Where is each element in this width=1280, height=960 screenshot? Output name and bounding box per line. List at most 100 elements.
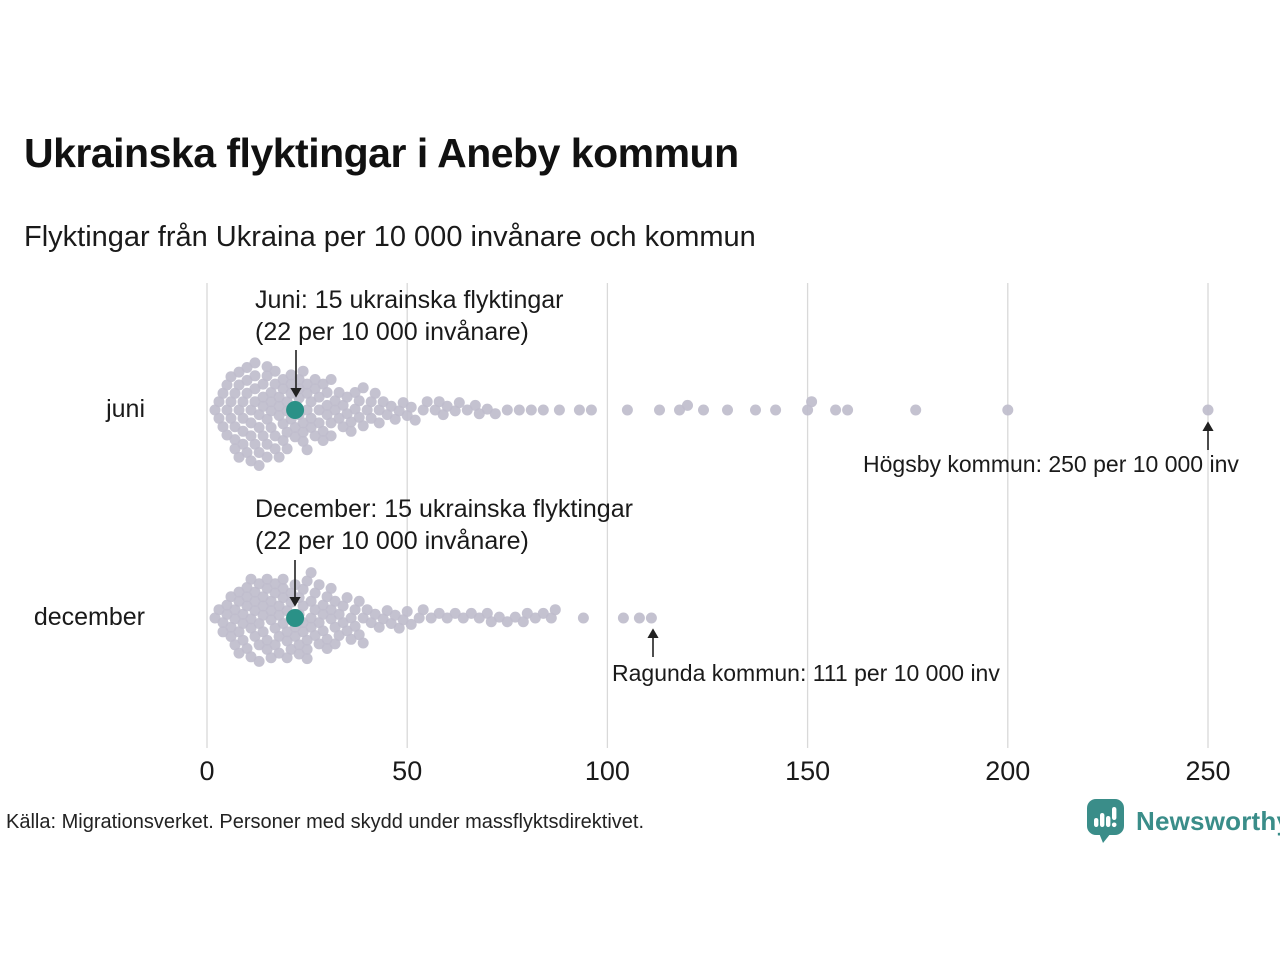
municipality-dot: [281, 443, 293, 455]
municipality-dot: [221, 429, 233, 441]
municipality-dot: [453, 397, 465, 409]
municipality-dot: [281, 426, 293, 438]
municipality-dot: [645, 612, 657, 624]
municipality-dot: [241, 643, 253, 654]
municipality-dot: [229, 387, 241, 399]
municipality-dot: [313, 404, 325, 416]
newsworthy-icon: [1087, 799, 1124, 843]
municipality-dot: [209, 404, 221, 416]
municipality-dot: [301, 634, 313, 646]
municipality-dot: [417, 604, 429, 616]
municipality-dot: [253, 578, 265, 590]
beeswarm-row-december: [209, 567, 657, 667]
municipality-dot: [750, 404, 761, 416]
municipality-dot: [337, 600, 349, 612]
municipality-dot: [333, 387, 345, 398]
municipality-dot: [257, 609, 269, 621]
municipality-dot: [257, 626, 269, 638]
municipality-dot: [241, 374, 253, 386]
highlight-dots: [286, 401, 305, 627]
municipality-dot: [285, 643, 297, 655]
municipality-dot: [217, 421, 229, 433]
municipality-dot: [277, 592, 289, 604]
municipality-dot: [305, 612, 317, 624]
municipality-dot: [457, 612, 469, 624]
municipality-dot: [357, 420, 369, 432]
municipality-dot: [233, 595, 245, 607]
municipality-dot: [553, 404, 565, 416]
x-tick-label: 200: [985, 756, 1030, 786]
municipality-dot: [345, 633, 357, 645]
municipality-dot: [481, 403, 493, 415]
municipality-dot: [221, 379, 233, 391]
municipality-dot: [233, 647, 245, 659]
municipality-dot: [261, 361, 273, 373]
municipality-dot: [353, 629, 365, 641]
municipality-dot: [249, 438, 261, 450]
municipality-dot: [333, 630, 345, 641]
municipality-dot: [305, 567, 317, 579]
municipality-dot: [261, 643, 273, 655]
municipality-dot: [233, 379, 245, 391]
municipality-dot: [241, 582, 253, 593]
municipality-dot: [301, 378, 313, 390]
municipality-dot: [253, 422, 265, 433]
municipality-dot: [301, 575, 313, 587]
municipality-dot: [301, 643, 313, 655]
municipality-dot: [361, 604, 373, 616]
municipality-dot: [245, 404, 257, 416]
municipality-dot: [345, 425, 357, 437]
municipality-dot: [842, 404, 854, 416]
municipality-dot: [269, 378, 281, 390]
municipality-dot: [221, 404, 233, 416]
municipality-dot: [245, 573, 257, 585]
municipality-dot: [245, 622, 257, 634]
brand-logo: Newsworthy: [1086, 798, 1280, 844]
municipality-dot: [257, 600, 269, 612]
municipality-dot: [305, 396, 317, 408]
x-tick-label: 150: [785, 756, 830, 786]
x-tick-label: 0: [199, 756, 214, 786]
municipality-dot: [261, 370, 273, 382]
municipality-dot: [273, 451, 285, 463]
municipality-dot: [313, 638, 325, 650]
municipality-dot: [573, 404, 585, 416]
annotation-hogsby: Högsby kommun: 250 per 10 000 inv: [863, 451, 1239, 477]
municipality-dot: [321, 591, 333, 603]
source-note: Källa: Migrationsverket. Personer med sk…: [6, 811, 645, 833]
municipality-dot: [337, 399, 349, 411]
municipality-dot: [257, 391, 269, 403]
municipality-dot: [345, 416, 357, 428]
x-tick-label: 250: [1185, 756, 1230, 786]
municipality-dot: [357, 612, 369, 624]
municipality-dot: [341, 592, 353, 604]
municipality-dot: [245, 430, 257, 442]
municipality-dot: [217, 617, 229, 629]
municipality-dot: [337, 617, 349, 629]
municipality-dot: [337, 421, 349, 433]
municipality-dot: [309, 630, 321, 641]
municipality-dot: [377, 396, 389, 408]
municipality-dot: [273, 609, 285, 621]
municipality-dot: [654, 404, 665, 416]
municipality-dot: [213, 396, 225, 408]
municipality-dot: [285, 369, 297, 381]
annotation-december-line1: December: 15 ukrainska flyktingar: [255, 495, 633, 523]
annotation-december-line2: (22 per 10 000 invånare): [255, 527, 529, 555]
municipality-dot: [277, 618, 289, 629]
municipality-dot: [353, 411, 365, 423]
municipality-dot: [405, 618, 417, 630]
municipality-dot: [321, 643, 333, 654]
municipality-dot: [317, 425, 329, 437]
municipality-dot: [353, 595, 365, 607]
municipality-dot: [385, 618, 397, 629]
municipality-dot: [253, 460, 265, 471]
municipality-dot: [237, 608, 249, 620]
municipality-dot: [297, 417, 309, 429]
municipality-dot: [309, 430, 321, 442]
municipality-dot: [409, 414, 421, 426]
municipality-dot: [277, 582, 289, 594]
municipality-dot: [257, 430, 269, 442]
x-tick-label: 50: [392, 756, 422, 786]
municipality-dot: [229, 421, 241, 433]
